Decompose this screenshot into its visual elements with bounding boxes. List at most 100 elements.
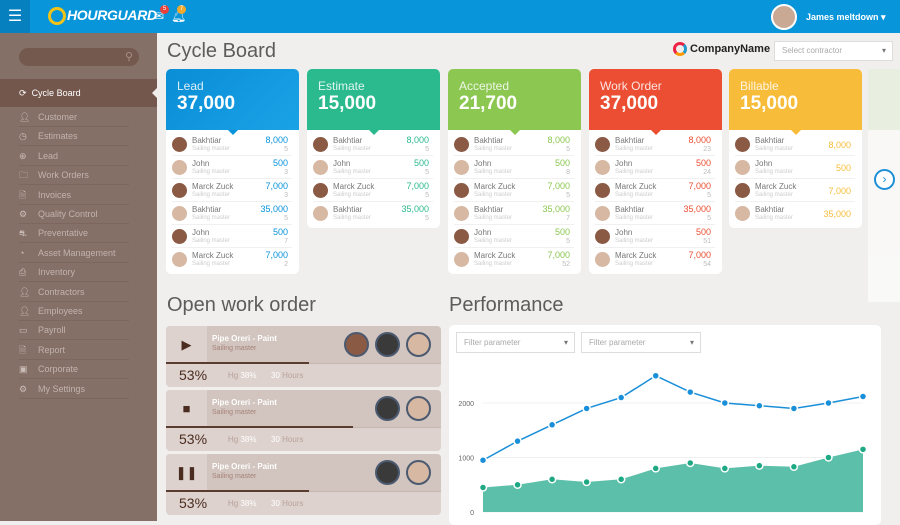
sidebar-item-invoices[interactable]: 🗎 Invoices [19, 186, 129, 205]
sidebar-item-payroll[interactable]: ▭ Payroll [19, 321, 129, 341]
work-order-card[interactable]: ❚❚ Pipe Oreri - Paint Sailing master 53% Hg … [166, 454, 441, 515]
next-chevron-icon[interactable]: › [874, 169, 895, 190]
person-name: Marck Zuck [192, 251, 234, 260]
user-menu[interactable]: James meltdown ▾ [806, 12, 886, 22]
sidebar-item-quality-control[interactable]: ⚙ Quality Control [19, 205, 129, 224]
person-role: Sailing master [333, 169, 372, 175]
hg-value: Hg 38% [228, 499, 256, 508]
list-item[interactable]: Marck Zuck Sailing master 7,000 5 [595, 179, 715, 202]
progress-fill [166, 426, 353, 428]
sidebar-item-report[interactable]: 🗎 Report [19, 341, 129, 360]
list-item[interactable]: Bakhtiar Sailing master 8,000 [735, 133, 855, 156]
card-work-order[interactable]: Work Order 37,000 Bakhtiar Sailing master 8,… [589, 69, 722, 274]
list-item[interactable]: Marck Zuck Sailing master 7,000 [735, 179, 855, 202]
person-name: Bakhtiar [615, 136, 645, 145]
bell-icon[interactable]: 🔔︎ 7 [171, 5, 187, 23]
list-item[interactable]: Bakhtiar Sailing master 35,000 5 [595, 202, 715, 225]
person-name: John [474, 228, 492, 237]
sidebar-item-cycle-board[interactable]: ⟳ Cycle Board [0, 79, 157, 107]
list-item[interactable]: Bakhtiar Sailing master 35,000 [735, 202, 855, 225]
sidebar-item-lead[interactable]: ⊕ Lead [19, 147, 129, 166]
sidebar-item-preventative[interactable]: ⛐ Preventative [19, 224, 129, 244]
logo[interactable]: HOURGUARD [48, 7, 157, 26]
avatar[interactable] [375, 460, 400, 485]
data-point [582, 404, 591, 413]
avatar[interactable] [406, 460, 431, 485]
person-name: Marck Zuck [615, 251, 657, 260]
list-item[interactable]: Bakhtiar Sailing master 35,000 5 [172, 202, 292, 225]
avatar[interactable] [406, 396, 431, 421]
avatar[interactable] [375, 332, 400, 357]
list-item[interactable]: Bakhtiar Sailing master 8,000 5 [454, 133, 574, 156]
count: 3 [284, 192, 288, 199]
card-list: Bakhtiar Sailing master 8,000 5 John Sailing … [448, 130, 581, 274]
avatar[interactable] [771, 4, 797, 30]
sidebar-item-contractors[interactable]: 👤︎ Contractors [19, 283, 129, 302]
play-button[interactable]: ▶ [166, 326, 207, 363]
filter-select-1[interactable]: Filter parameter [456, 332, 575, 353]
list-item[interactable]: John Sailing master 500 51 [595, 225, 715, 248]
count: 5 [566, 146, 570, 153]
list-item[interactable]: John Sailing master 500 [735, 156, 855, 179]
list-item[interactable]: Bakhtiar Sailing master 8,000 5 [313, 133, 433, 156]
person-role: Sailing master [192, 192, 231, 198]
amount: 35,000 [542, 204, 570, 214]
hg-percent: 38% [240, 371, 257, 380]
list-item[interactable]: Bakhtiar Sailing master 8,000 5 [172, 133, 292, 156]
list-item[interactable]: Bakhtiar Sailing master 35,000 5 [313, 202, 433, 225]
refresh-icon: ⟳ [19, 88, 30, 98]
person-name: Marck Zuck [192, 182, 234, 191]
hours-number: 30 [271, 435, 280, 444]
list-item[interactable]: John Sailing master 500 8 [454, 156, 574, 179]
sidebar-item-estimates[interactable]: ◷ Estimates [19, 127, 129, 147]
percent-value: 53% [179, 495, 208, 511]
amount: 8,000 [265, 135, 288, 145]
sidebar-item-employees[interactable]: 👤︎ Employees [19, 302, 129, 321]
data-point [858, 392, 868, 401]
data-point [824, 453, 833, 462]
card-billable[interactable]: Billable 15,000 Bakhtiar Sailing master 8,00… [729, 69, 862, 228]
card-estimate[interactable]: Estimate 15,000 Bakhtiar Sailing master 8,00… [307, 69, 440, 228]
work-order-title: Pipe Oreri - Paint [212, 398, 277, 407]
menu-icon[interactable]: ☰ [0, 0, 30, 33]
work-order-card[interactable]: ▶ Pipe Oreri - Paint Sailing master 53% Hg 3… [166, 326, 441, 387]
list-item[interactable]: Marck Zuck Sailing master 7,000 5 [313, 179, 433, 202]
contractor-select[interactable]: Select contractor [774, 41, 893, 61]
person-name: Marck Zuck [474, 182, 516, 191]
avatar[interactable] [344, 332, 369, 357]
filter-select-2[interactable]: Filter parameter [581, 332, 701, 353]
data-point [789, 462, 799, 472]
list-item[interactable]: Marck Zuck Sailing master 7,000 52 [454, 248, 574, 271]
list-item[interactable]: Bakhtiar Sailing master 35,000 7 [454, 202, 574, 225]
list-item[interactable]: John Sailing master 500 3 [172, 156, 292, 179]
sidebar-item-corporate[interactable]: ▣ Corporate [19, 360, 129, 380]
amount: 35,000 [401, 204, 429, 214]
list-item[interactable]: Bakhtiar Sailing master 8,000 23 [595, 133, 715, 156]
card-lead[interactable]: Lead 37,000 Bakhtiar Sailing master 8,000 5 Jo… [166, 69, 299, 274]
sidebar-item-customer[interactable]: 👤︎ Customer [19, 108, 129, 127]
mail-icon[interactable]: ✉ 5 [154, 5, 169, 23]
avatar[interactable] [375, 396, 400, 421]
count: 5 [425, 146, 429, 153]
list-item[interactable]: Marck Zuck Sailing master 7,000 54 [595, 248, 715, 271]
list-item[interactable]: Marck Zuck Sailing master 7,000 2 [172, 248, 292, 271]
list-item[interactable]: John Sailing master 500 7 [172, 225, 292, 248]
pause-button[interactable]: ❚❚ [166, 454, 207, 491]
amount: 500 [695, 227, 711, 237]
work-order-card[interactable]: ■ Pipe Oreri - Paint Sailing master 53% Hg 3… [166, 390, 441, 451]
hg-label: Hg [228, 499, 239, 508]
hg-value: Hg 38% [228, 371, 256, 380]
list-item[interactable]: John Sailing master 500 5 [454, 225, 574, 248]
list-item[interactable]: Marck Zuck Sailing master 7,000 3 [172, 179, 292, 202]
sidebar-item-asset-management[interactable]: ◔ Asset Management [19, 244, 129, 263]
avatar[interactable] [406, 332, 431, 357]
card-accepted[interactable]: Accepted 21,700 Bakhtiar Sailing master 8,00… [448, 69, 581, 274]
sidebar-item-work-orders[interactable]: 🗀 Work Orders [19, 166, 129, 186]
sidebar-item-inventory[interactable]: ⎙ Inventory [19, 263, 129, 283]
list-item[interactable]: John Sailing master 500 5 [313, 156, 433, 179]
sidebar-item-my-settings[interactable]: ⚙ My Settings [19, 380, 129, 399]
list-item[interactable]: Marck Zuck Sailing master 7,000 5 [454, 179, 574, 202]
search-input[interactable]: ⚲ [19, 48, 139, 66]
list-item[interactable]: John Sailing master 500 24 [595, 156, 715, 179]
stop-button[interactable]: ■ [166, 390, 207, 427]
